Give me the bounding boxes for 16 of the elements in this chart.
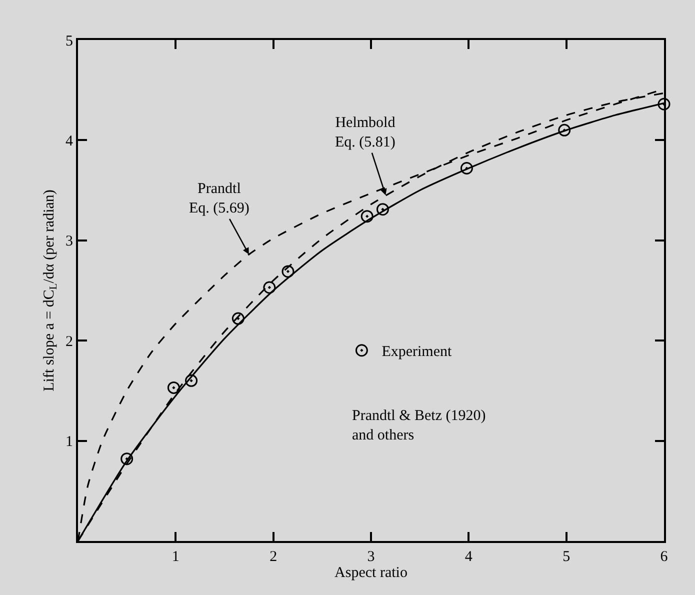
x-tick-label: 5 xyxy=(562,549,570,565)
y-tick-label: 1 xyxy=(66,434,73,450)
x-tick-label: 3 xyxy=(367,549,375,565)
x-tick-label: 4 xyxy=(464,549,473,565)
x-tick-label: 2 xyxy=(270,549,278,565)
annotation: Prandtl & Betz (1920) and others xyxy=(352,408,486,444)
legend-label: Experiment xyxy=(382,344,453,360)
y-tick-label: 4 xyxy=(66,133,74,150)
annotation: Helmbold Eq. (5.81) xyxy=(335,115,396,150)
y-tick-label: 3 xyxy=(66,234,73,250)
y-tick-label: 5 xyxy=(66,33,73,50)
y-tick-label: 2 xyxy=(66,334,73,350)
x-axis-title: Aspect ratio xyxy=(334,565,408,581)
x-tick-label: 6 xyxy=(660,549,668,565)
annotation: Prandtl Eq. (5.69) xyxy=(189,181,250,216)
x-tick-label: 1 xyxy=(172,549,180,565)
